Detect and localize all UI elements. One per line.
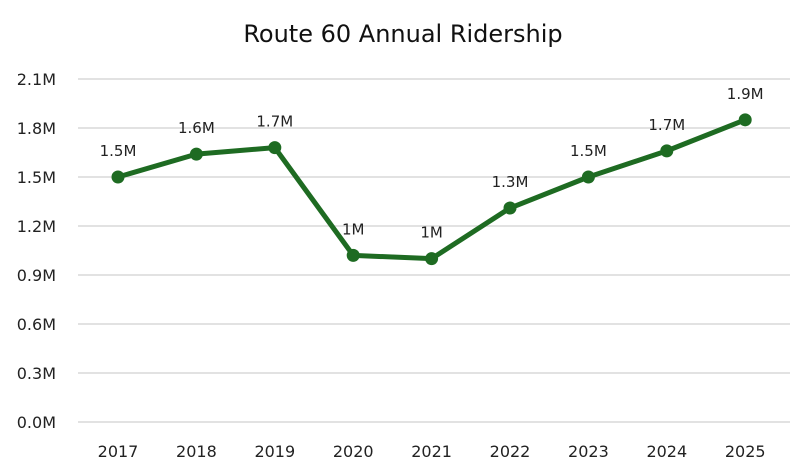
data-label: 1.6M [178,119,215,137]
y-tick-label: 0.3M [17,364,56,383]
y-tick-label: 1.8M [17,119,56,138]
y-tick-label: 1.5M [17,168,56,187]
x-tick-label: 2020 [333,442,374,461]
y-axis-tick-labels: 0.0M 0.3M 0.6M 0.9M 1.2M 1.5M 1.8M 2.1M [17,70,56,432]
x-tick-label: 2017 [98,442,139,461]
data-point [189,147,203,161]
chart-title: Route 60 Annual Ridership [243,20,562,48]
data-point [346,248,360,262]
x-tick-label: 2019 [254,442,295,461]
data-label: 1.9M [727,85,764,103]
data-point [111,170,125,184]
series-ridership [111,113,752,266]
data-label: 1M [420,224,443,242]
x-tick-label: 2023 [568,442,609,461]
x-tick-label: 2025 [725,442,766,461]
y-tick-label: 0.6M [17,315,56,334]
data-label: 1.7M [648,116,685,134]
x-tick-label: 2018 [176,442,217,461]
x-tick-label: 2024 [646,442,687,461]
data-point [660,144,674,158]
x-tick-label: 2021 [411,442,452,461]
y-tick-label: 2.1M [17,70,56,89]
data-label: 1.5M [100,142,137,160]
data-point [425,252,439,266]
data-point [738,113,752,127]
data-label: 1.3M [492,173,529,191]
y-tick-label: 0.0M [17,413,56,432]
gridlines [78,78,790,423]
data-label: 1.5M [570,142,607,160]
y-tick-label: 1.2M [17,217,56,236]
data-labels: 1.5M 1.6M 1.7M 1M 1M 1.3M 1.5M 1.7M 1.9M [100,85,764,242]
data-point [581,170,595,184]
data-label: 1M [342,220,365,238]
data-point [268,141,282,155]
x-axis-tick-labels: 2017 2018 2019 2020 2021 2022 2023 2024 2025 [98,442,766,461]
data-label: 1.7M [256,113,293,131]
data-point [503,201,517,215]
y-tick-label: 0.9M [17,266,56,285]
x-tick-label: 2022 [490,442,531,461]
